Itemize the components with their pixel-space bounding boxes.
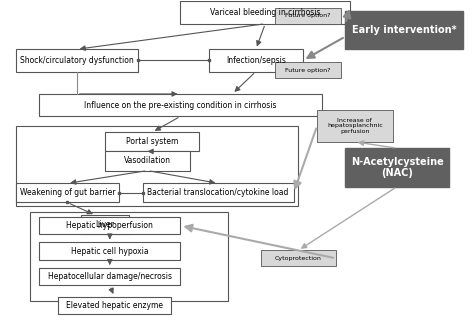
- FancyBboxPatch shape: [105, 132, 199, 151]
- Text: Increase of
hepatosplanchnic
perfusion: Increase of hepatosplanchnic perfusion: [327, 118, 383, 134]
- FancyBboxPatch shape: [143, 183, 293, 203]
- Text: Infection/sepsis: Infection/sepsis: [226, 56, 286, 65]
- Text: Hepatocellular damage/necrosis: Hepatocellular damage/necrosis: [48, 272, 172, 281]
- FancyBboxPatch shape: [39, 217, 181, 234]
- FancyBboxPatch shape: [317, 110, 392, 142]
- FancyBboxPatch shape: [275, 8, 341, 24]
- FancyBboxPatch shape: [275, 62, 341, 78]
- Text: Elevated hepatic enzyme: Elevated hepatic enzyme: [66, 301, 163, 310]
- FancyBboxPatch shape: [181, 1, 350, 24]
- FancyBboxPatch shape: [261, 251, 336, 266]
- FancyBboxPatch shape: [58, 297, 171, 314]
- Text: Hepatic cell hypoxia: Hepatic cell hypoxia: [71, 247, 148, 256]
- Text: Future option?: Future option?: [285, 13, 330, 18]
- Text: Influence on the pre-existing condition in cirrhosis: Influence on the pre-existing condition …: [84, 101, 277, 109]
- FancyBboxPatch shape: [346, 148, 449, 186]
- Text: Weakening of gut barrier: Weakening of gut barrier: [19, 188, 115, 197]
- Text: Future option?: Future option?: [285, 68, 330, 72]
- Text: Cytoprotection: Cytoprotection: [275, 256, 322, 261]
- FancyBboxPatch shape: [39, 94, 322, 116]
- FancyBboxPatch shape: [346, 11, 463, 49]
- FancyBboxPatch shape: [39, 242, 181, 260]
- Text: Variceal bleeding in cirrhosis: Variceal bleeding in cirrhosis: [210, 8, 320, 17]
- Text: Vasodilation: Vasodilation: [124, 156, 171, 166]
- Text: Early intervention*: Early intervention*: [352, 25, 456, 35]
- Text: Shock/circulatory dysfunction: Shock/circulatory dysfunction: [20, 56, 134, 65]
- Text: Liver: Liver: [96, 220, 115, 229]
- Text: Hepatic hypoperfusion: Hepatic hypoperfusion: [66, 221, 153, 230]
- FancyBboxPatch shape: [16, 49, 138, 71]
- FancyBboxPatch shape: [209, 49, 303, 71]
- Text: Bacterial translocation/cytokine load: Bacterial translocation/cytokine load: [147, 188, 289, 197]
- Text: N-Acetylcysteine
(NAC): N-Acetylcysteine (NAC): [351, 156, 444, 178]
- FancyBboxPatch shape: [105, 151, 190, 171]
- FancyBboxPatch shape: [82, 215, 128, 234]
- Text: Portal system: Portal system: [126, 137, 178, 146]
- FancyBboxPatch shape: [39, 268, 181, 286]
- FancyBboxPatch shape: [16, 183, 119, 203]
